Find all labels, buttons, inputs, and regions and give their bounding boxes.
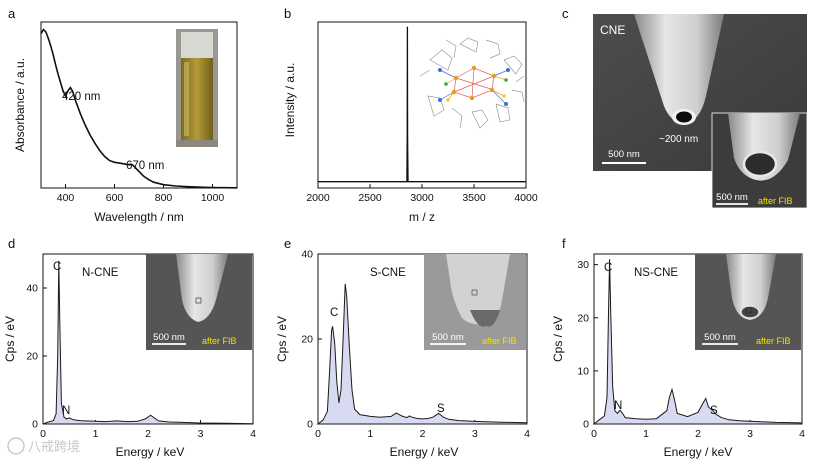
scale-bar-label: 500 nm <box>432 332 464 343</box>
watermark: 八戒跨境 <box>7 437 80 455</box>
y-axis-label: Intensity / a.u. <box>283 63 297 138</box>
x-tick-label: 3500 <box>462 192 486 204</box>
chart-title: N-CNE <box>82 267 119 279</box>
x-tick-label: 1 <box>93 428 99 440</box>
peak-label-n: N <box>614 400 622 412</box>
y-tick-label: 0 <box>583 419 589 431</box>
y-tick-label: 40 <box>301 249 313 261</box>
absorbance-curve <box>40 28 238 189</box>
sem-inset-after-fib: 500 nm after FIB <box>711 112 808 209</box>
y-tick-label: 30 <box>577 259 589 271</box>
x-tick-label: 1000 <box>201 192 225 204</box>
y-tick-label: 20 <box>577 312 589 324</box>
x-tick-label: 3 <box>747 428 753 440</box>
mass-spectrum-trace <box>318 26 526 183</box>
panel-letter-e: e <box>284 236 291 251</box>
x-tick-label: 3 <box>198 428 204 440</box>
y-tick-label: 0 <box>32 419 38 431</box>
x-tick-label: 3 <box>472 428 478 440</box>
panel-letter-a: a <box>8 6 16 21</box>
y-axis-label: Cps / eV <box>551 316 565 362</box>
cluster-structure-illustration <box>419 37 525 129</box>
x-tick-label: 0 <box>315 428 321 440</box>
chart-title: S-CNE <box>370 267 406 279</box>
x-tick-label: 2500 <box>358 192 382 204</box>
after-fib-label: after FIB <box>756 336 791 346</box>
y-axis-label: Cps / eV <box>3 316 17 362</box>
eds-spectrum-area <box>316 283 528 425</box>
eds-spectrum-area <box>592 259 803 425</box>
x-tick-label: 1 <box>643 428 649 440</box>
x-tick-label: 4 <box>799 428 805 440</box>
peak-label-c: C <box>53 261 61 273</box>
x-axis-label: Wavelength / nm <box>94 210 184 224</box>
plot-frame <box>317 21 527 189</box>
x-tick-label: 3000 <box>410 192 434 204</box>
vial-photo <box>176 29 218 147</box>
panel-letter-b: b <box>284 6 291 21</box>
sem-inset-ns-cne: 500 nm after FIB <box>695 254 801 350</box>
sem-inset-n-cne: 500 nm after FIB <box>146 254 252 350</box>
x-tick-label: 4 <box>250 428 256 440</box>
annotation-670: 670 nm <box>126 160 164 172</box>
x-tick-label: 4 <box>524 428 530 440</box>
x-tick-label: 800 <box>155 192 173 204</box>
watermark-logo-icon <box>7 437 25 455</box>
panel-letter-d: d <box>8 236 15 251</box>
peak-label-s: S <box>437 403 445 415</box>
chart-title: NS-CNE <box>634 267 678 279</box>
annotation-420: 420 nm <box>62 91 100 103</box>
y-tick-label: 20 <box>301 334 313 346</box>
peak-label-s: S <box>710 405 718 417</box>
sem-image-cne: CNE ~200 nm 500 nm 500 nm after FIB <box>593 14 808 209</box>
y-axis-label: Cps / eV <box>275 316 289 362</box>
sem-size-label: ~200 nm <box>659 134 698 145</box>
x-axis-label: Energy / keV <box>390 445 459 459</box>
after-fib-label: after FIB <box>482 336 517 346</box>
x-axis-label: m / z <box>409 210 435 224</box>
after-fib-label: after FIB <box>758 196 793 206</box>
x-axis-label: Energy / keV <box>116 445 185 459</box>
x-tick-label: 400 <box>57 192 75 204</box>
scale-bar-label: 500 nm <box>608 149 640 160</box>
cluster-atoms <box>438 65 510 106</box>
scale-bar-label: 500 nm <box>704 332 736 343</box>
x-tick-label: 0 <box>591 428 597 440</box>
x-tick-label: 2000 <box>306 192 330 204</box>
mass-spectrum-chart: 2000 2500 3000 3500 4000 m / z Intensity / a… <box>283 21 538 224</box>
x-tick-label: 2 <box>420 428 426 440</box>
y-tick-label: 10 <box>577 365 589 377</box>
plot-frame <box>40 21 238 189</box>
y-tick-label: 40 <box>26 283 38 295</box>
y-tick-label: 20 <box>26 351 38 363</box>
watermark-text: 八戒跨境 <box>28 439 80 454</box>
scale-bar-label: 500 nm <box>153 332 185 343</box>
eds-spectrum-area <box>42 260 254 425</box>
y-axis-label: Absorbance / a.u. <box>13 58 27 152</box>
eds-chart-ns-cne: 0 1 2 3 4 0 10 20 30 NS-CNE C N S Energy / keV C… <box>551 253 805 459</box>
panel-letter-c: c <box>562 6 569 21</box>
sem-inset-s-cne: 500 nm after FIB <box>424 254 526 350</box>
x-tick-label: 0 <box>40 428 46 440</box>
sem-label-cne: CNE <box>600 23 625 37</box>
x-axis-label: Energy / keV <box>664 445 733 459</box>
x-tick-label: 2 <box>695 428 701 440</box>
scale-bar-label: 500 nm <box>716 192 748 203</box>
x-tick-label: 1 <box>367 428 373 440</box>
peak-label-c: C <box>604 262 612 274</box>
x-tick-label: 600 <box>106 192 124 204</box>
absorbance-chart: 400 600 800 1000 420 nm 670 nm Wavelength /… <box>13 21 238 224</box>
peak-label-n: N <box>62 405 70 417</box>
panel-letter-f: f <box>562 236 566 251</box>
x-tick-label: 4000 <box>514 192 538 204</box>
after-fib-label: after FIB <box>202 336 237 346</box>
x-tick-label: 2 <box>145 428 151 440</box>
y-tick-label: 0 <box>307 419 313 431</box>
peak-label-c: C <box>330 307 338 319</box>
